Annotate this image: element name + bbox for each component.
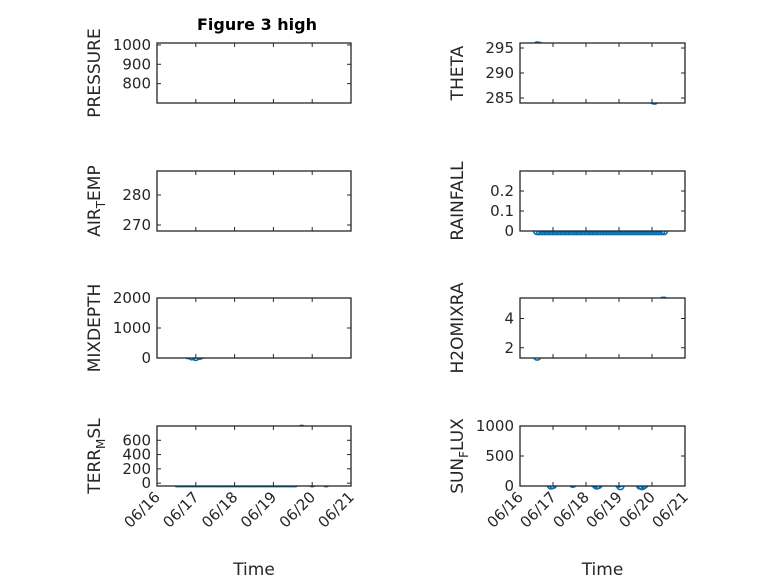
x-tick-label: 06/16 xyxy=(121,488,164,531)
y-tick-label: 280 xyxy=(122,186,151,204)
y-tick-label: 2 xyxy=(504,339,514,357)
y-tick-label: 0 xyxy=(504,477,514,495)
axes-box xyxy=(519,42,686,104)
subplot-8: 0500100006/1606/1706/1806/1906/2006/21SU… xyxy=(448,417,692,580)
subplot-3: 270 280 AIRTEMP xyxy=(85,165,352,237)
subplot-2: 285 290 295 THETA xyxy=(448,39,686,107)
y-tick-label: 270 xyxy=(122,216,151,234)
axes-box xyxy=(156,42,352,104)
x-tick-label: 06/20 xyxy=(276,488,319,531)
y-tick-label: 0 xyxy=(504,222,514,240)
y-tick-label: 285 xyxy=(485,89,514,107)
y-axis-label: MIXDEPTH xyxy=(85,284,105,373)
x-tick-label: 06/19 xyxy=(237,488,280,531)
axes-box xyxy=(519,297,686,359)
y-tick-label: 500 xyxy=(485,447,514,465)
y-axis-label: AIRTEMP xyxy=(85,165,108,236)
y-axis-label: TERRMSL xyxy=(85,418,108,495)
y-tick-label: 0.1 xyxy=(490,202,514,220)
x-tick-label: 06/18 xyxy=(550,488,593,531)
y-tick-label: 1000 xyxy=(476,417,514,435)
axes-box xyxy=(519,425,686,487)
subplot-4: 0 0.1 0.2 RAINFALL xyxy=(448,161,686,241)
y-tick-label: 400 xyxy=(122,446,151,464)
axes-box xyxy=(156,170,352,232)
axes-box xyxy=(156,425,352,487)
x-tick-label: 06/17 xyxy=(517,488,560,531)
x-tick-label: 06/21 xyxy=(315,488,358,531)
x-tick-label: 06/17 xyxy=(159,488,202,531)
axes-box xyxy=(156,297,352,359)
y-tick-label: 295 xyxy=(485,39,514,57)
x-tick-label: 06/21 xyxy=(649,488,692,531)
y-tick-label: 290 xyxy=(485,64,514,82)
y-axis-label: THETA xyxy=(448,45,468,101)
axes-box xyxy=(519,170,686,232)
y-tick-label: 900 xyxy=(122,55,151,73)
y-tick-label: 2000 xyxy=(113,289,151,307)
y-tick-label: 800 xyxy=(122,75,151,93)
y-axis-label: SUNFLUX xyxy=(448,418,471,494)
y-tick-label: 0 xyxy=(141,349,151,367)
y-axis-label: RAINFALL xyxy=(448,161,468,241)
subplot-5: 0 1000 2000 MIXDEPTH xyxy=(85,284,352,373)
figure-title: Figure 3 high xyxy=(197,15,317,34)
y-tick-label: 1000 xyxy=(113,36,151,54)
y-tick-label: 4 xyxy=(504,309,514,327)
y-tick-label: 600 xyxy=(122,431,151,449)
x-tick-label: 06/18 xyxy=(198,488,241,531)
y-axis-label: PRESSURE xyxy=(85,28,105,117)
y-tick-label: 1000 xyxy=(113,319,151,337)
y-axis-label: H2OMIXRA xyxy=(448,282,468,373)
x-axis-label: Time xyxy=(232,560,275,580)
y-tick-label: 200 xyxy=(122,460,151,478)
y-tick-label: 0.2 xyxy=(490,182,514,200)
x-tick-label: 06/20 xyxy=(616,488,659,531)
x-tick-label: 06/19 xyxy=(583,488,626,531)
subplot-6: 2 4 H2OMIXRA xyxy=(448,282,686,374)
y-tick-label: 0 xyxy=(141,474,151,492)
x-axis-label: Time xyxy=(581,560,624,580)
